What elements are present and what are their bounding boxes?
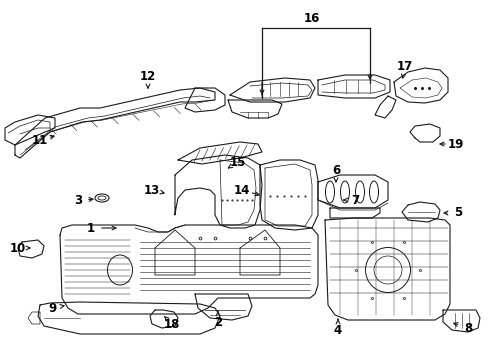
Text: 17: 17 <box>397 59 413 72</box>
Text: 8: 8 <box>464 321 472 334</box>
Text: 10: 10 <box>10 242 26 255</box>
Text: 18: 18 <box>164 318 180 330</box>
Text: 1: 1 <box>87 221 95 234</box>
Text: 7: 7 <box>351 194 359 207</box>
Text: 4: 4 <box>334 324 342 337</box>
Text: 14: 14 <box>234 184 250 197</box>
Text: 15: 15 <box>230 156 246 168</box>
Text: 9: 9 <box>48 302 56 315</box>
Text: 16: 16 <box>304 12 320 24</box>
Text: 5: 5 <box>454 207 462 220</box>
Text: 12: 12 <box>140 69 156 82</box>
Text: 6: 6 <box>332 163 340 176</box>
Text: 19: 19 <box>448 138 464 150</box>
Text: 13: 13 <box>144 184 160 197</box>
Text: 3: 3 <box>74 194 82 207</box>
Text: 2: 2 <box>214 315 222 328</box>
Text: 11: 11 <box>32 134 48 147</box>
